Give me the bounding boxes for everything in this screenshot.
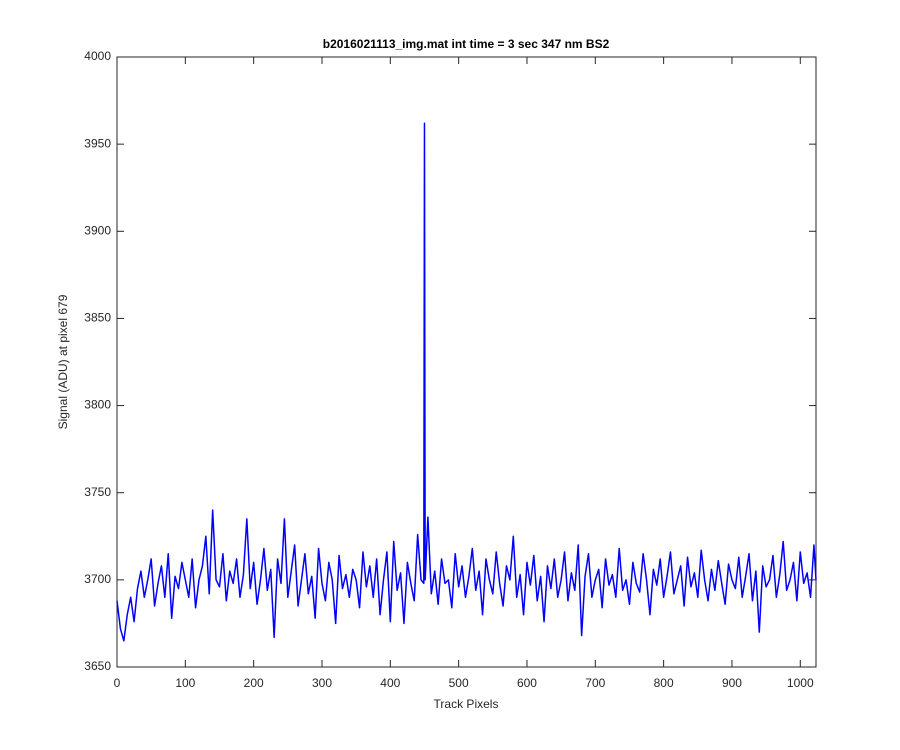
y-tick-label: 3700 <box>84 572 111 586</box>
y-axis-label: Signal (ADU) at pixel 679 <box>56 294 70 429</box>
y-tick-label: 3750 <box>84 485 111 499</box>
x-tick-label: 300 <box>312 676 332 690</box>
data-line <box>116 122 817 642</box>
y-tick-label: 3800 <box>84 398 111 412</box>
y-tick-label: 3950 <box>84 136 111 150</box>
x-tick-label: 1000 <box>787 676 814 690</box>
y-tick-label: 3900 <box>84 223 111 237</box>
x-tick-label: 600 <box>517 676 537 690</box>
x-tick-label: 400 <box>380 676 400 690</box>
x-tick-label: 200 <box>244 676 264 690</box>
x-axis-label: Track Pixels <box>434 697 499 711</box>
x-tick-label: 500 <box>449 676 469 690</box>
y-tick-label: 3650 <box>84 659 111 673</box>
x-tick-label: 100 <box>175 676 195 690</box>
y-tick-label: 4000 <box>84 49 111 63</box>
x-tick-label: 900 <box>722 676 742 690</box>
chart-title: b2016021113_img.mat int time = 3 sec 347… <box>323 37 610 51</box>
x-tick-label: 700 <box>585 676 605 690</box>
x-tick-label: 0 <box>114 676 121 690</box>
y-tick-label: 3850 <box>84 311 111 325</box>
x-tick-label: 800 <box>654 676 674 690</box>
